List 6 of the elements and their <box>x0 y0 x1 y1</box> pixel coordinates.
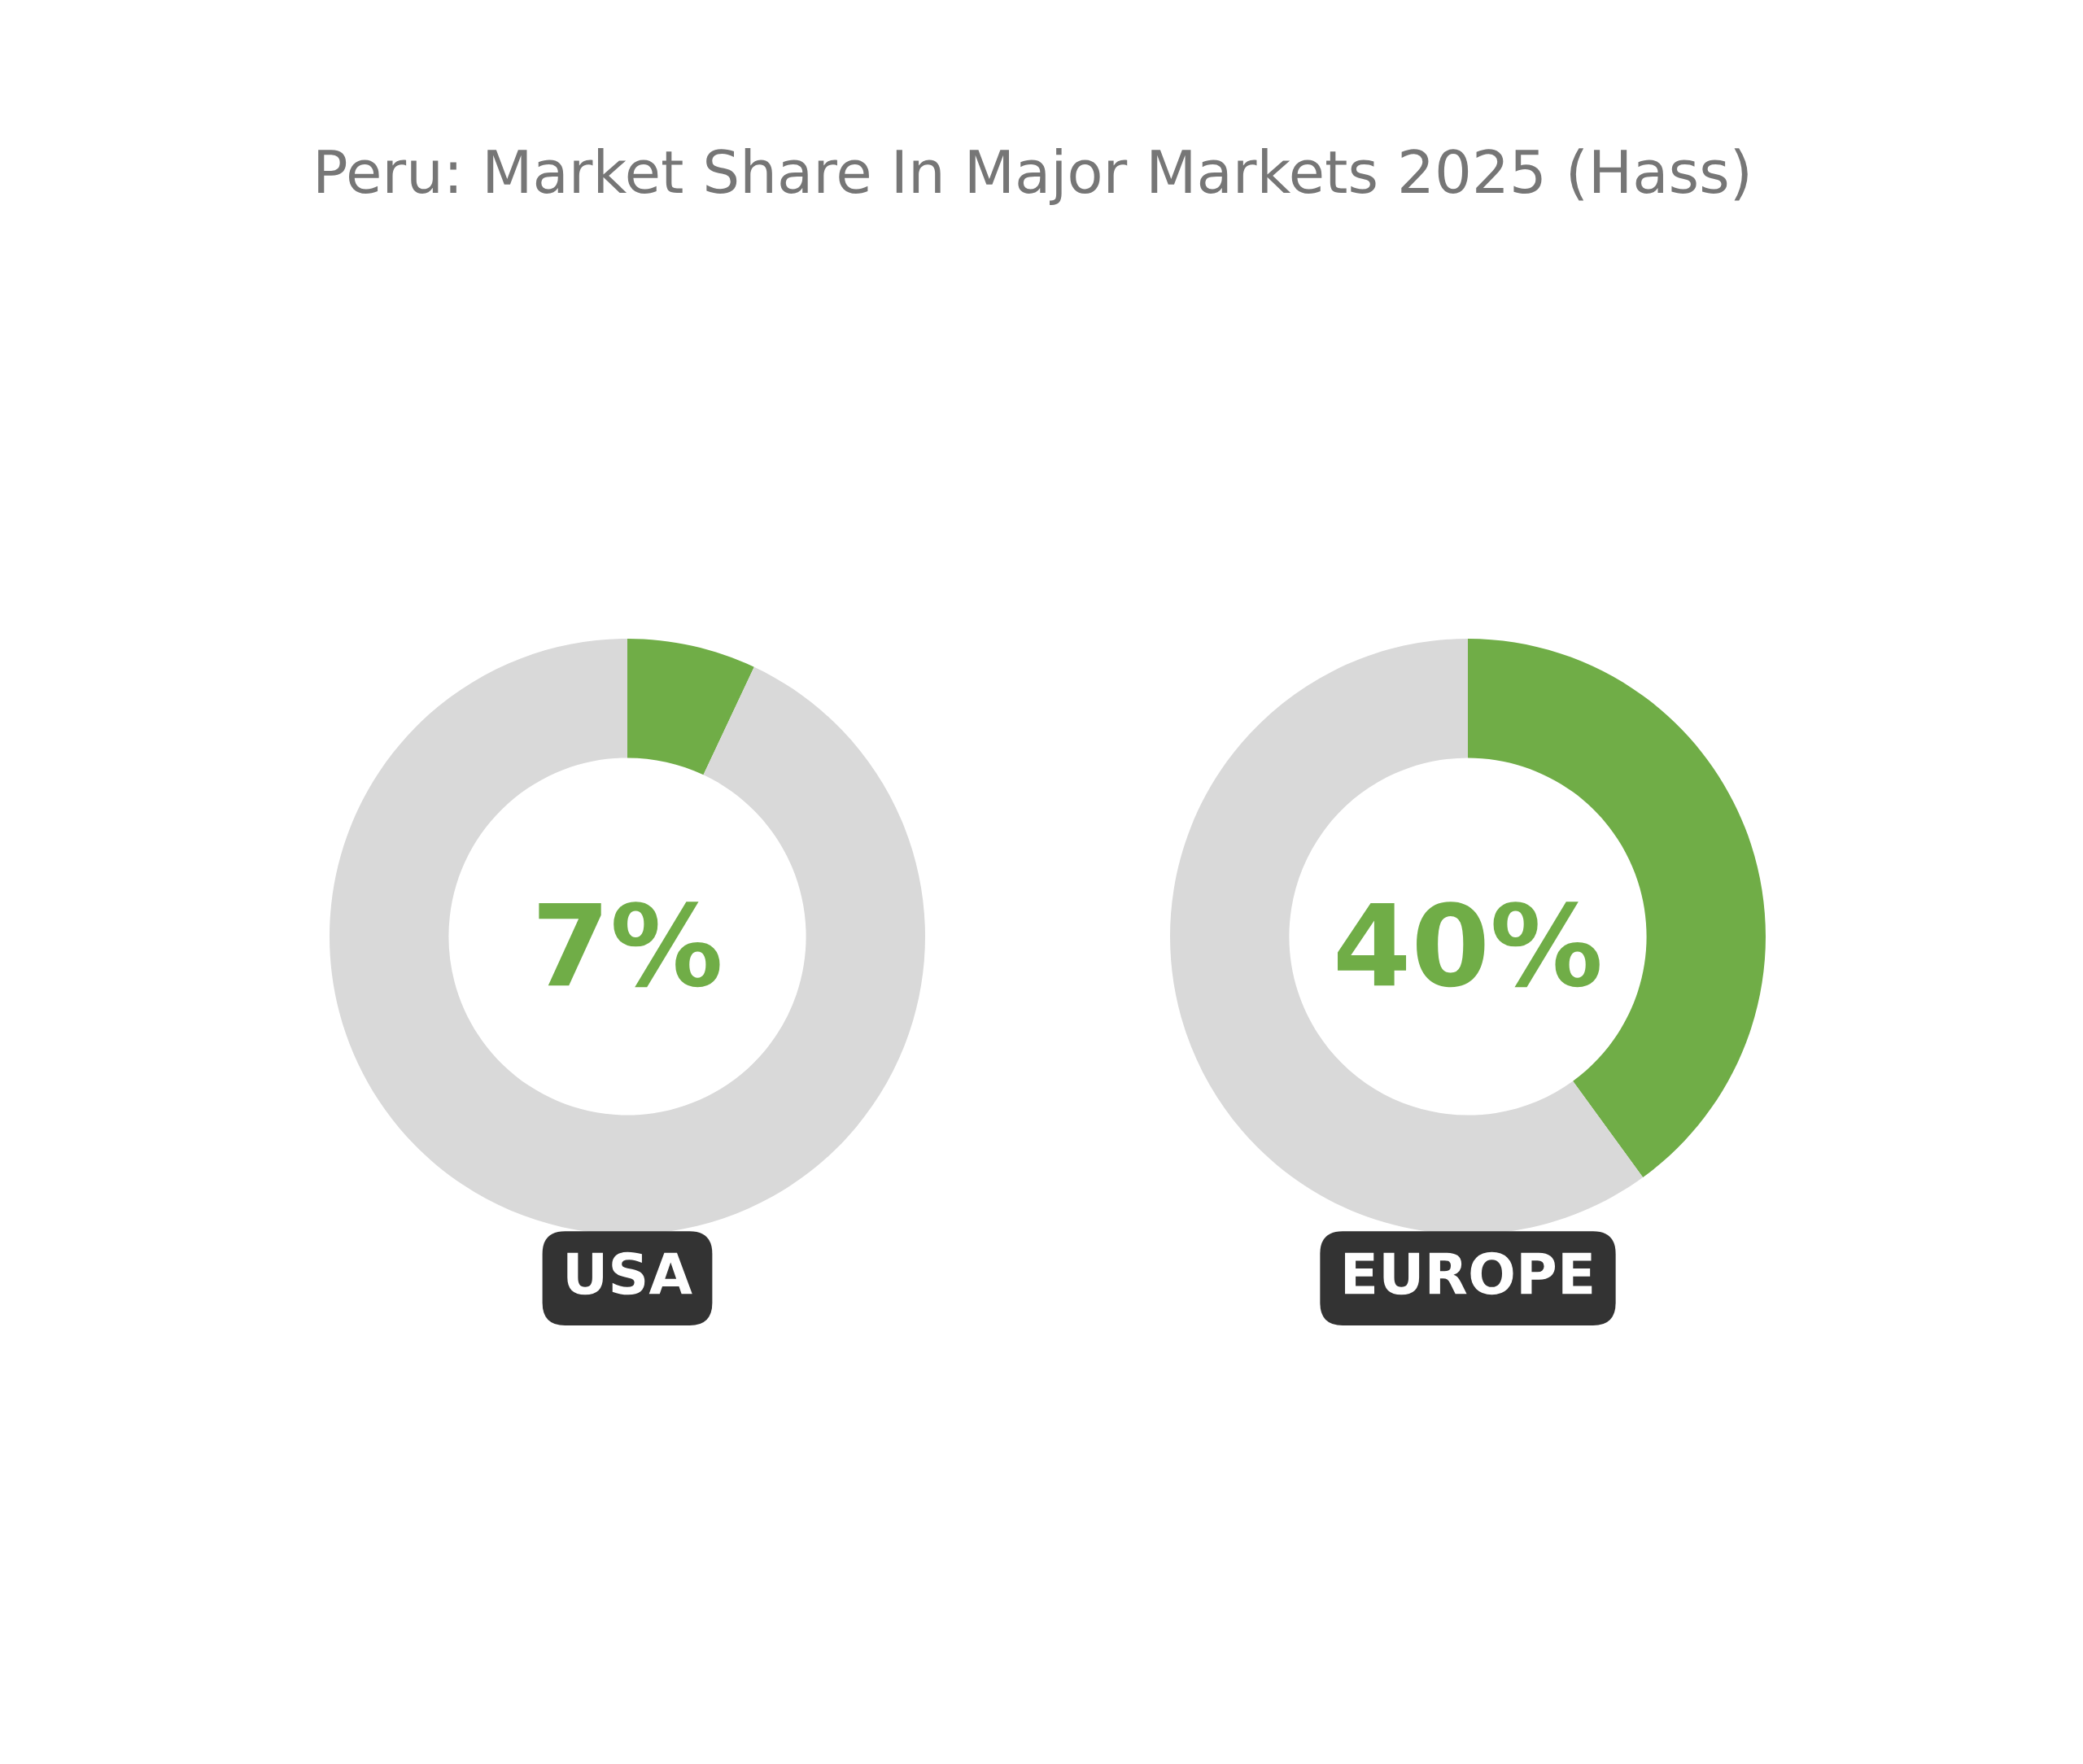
text: USA <box>567 1251 692 1295</box>
chart-title: Peru: Market Share In Major Markets 2025 (Hass) <box>318 148 1748 205</box>
text: 40% <box>1338 902 1600 988</box>
text: 7% <box>539 902 720 988</box>
donut-slice <box>627 639 754 775</box>
text: EUROPE <box>1345 1251 1592 1295</box>
